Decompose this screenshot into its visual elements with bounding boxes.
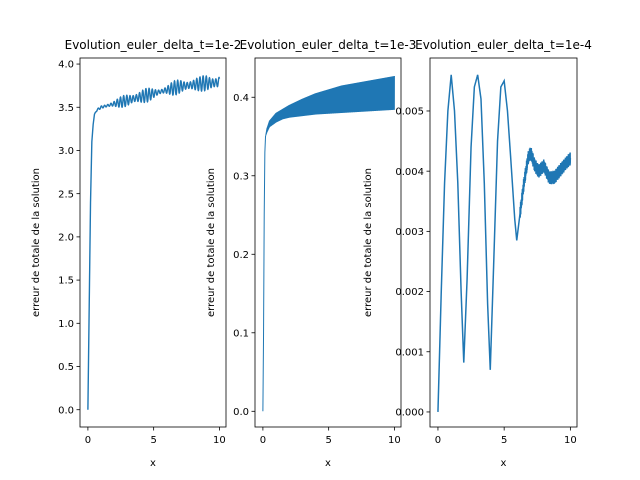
x-tick-label: 0	[260, 435, 266, 446]
y-axis-label: erreur de totale de la solution	[363, 168, 374, 317]
y-tick-label: 4.0	[58, 60, 74, 71]
y-tick-label: 0.4	[233, 93, 249, 104]
subplot-delta-t-1e-4: 0 5 10 0.000 0.001 0.002 0.003 0.004 0.005 x erreu…	[363, 38, 592, 469]
x-tick-label: 0	[85, 435, 91, 446]
y-tick-label: 0.004	[395, 167, 424, 178]
y-tick-label: 0.001	[395, 347, 424, 358]
x-tick-label: 0	[435, 435, 441, 446]
y-tick-label: 0.1	[233, 328, 249, 339]
y-axis-label: erreur de totale de la solution	[206, 168, 217, 317]
y-tick-label: 0.0	[58, 405, 74, 416]
axes-frame	[429, 57, 578, 428]
y-tick-label: 0.003	[395, 227, 424, 238]
y-tick-label: 2.0	[58, 232, 74, 243]
chart-title: Evolution_euler_delta_t=1e-4	[415, 38, 592, 52]
y-tick-label: 1.0	[58, 319, 74, 330]
y-tick-label: 0.005	[395, 107, 424, 118]
y-tick-label: 0.000	[395, 408, 424, 419]
axes-frame	[254, 57, 402, 428]
x-tick-label: 10	[388, 435, 401, 446]
x-axis-label: x	[325, 458, 331, 469]
subplot-delta-t-1e-3: 0 5 10 0.0 0.1 0.2 0.3 0.4 x erreur de totale de …	[206, 38, 416, 469]
chart-title: Evolution_euler_delta_t=1e-3	[240, 38, 417, 52]
subplot-delta-t-1e-2: 0 5 10 0.0 0.5 1.0 1.5 2.0 2.5 3.0 3.5 4.0 x erreur d…	[31, 38, 241, 469]
series-line	[87, 74, 221, 410]
y-tick-label: 0.002	[395, 287, 424, 298]
y-tick-label: 0.3	[233, 171, 249, 182]
y-tick-label: 2.5	[58, 189, 74, 200]
series-line	[262, 76, 395, 412]
chart-title: Evolution_euler_delta_t=1e-2	[65, 38, 242, 52]
y-tick-label: 0.2	[233, 250, 249, 261]
x-tick-label: 5	[501, 435, 507, 446]
x-tick-label: 5	[325, 435, 331, 446]
x-axis-label: x	[150, 458, 156, 469]
x-tick-label: 10	[213, 435, 226, 446]
y-axis-label: erreur de totale de la solution	[31, 168, 42, 317]
x-tick-label: 10	[564, 435, 577, 446]
y-tick-label: 0.0	[233, 407, 249, 418]
series-line	[437, 74, 572, 412]
y-tick-label: 0.5	[58, 362, 74, 373]
y-tick-label: 3.5	[58, 103, 74, 114]
y-tick-label: 3.0	[58, 146, 74, 157]
y-tick-label: 1.5	[58, 276, 74, 287]
axes-frame	[79, 57, 227, 428]
x-tick-label: 5	[150, 435, 156, 446]
x-axis-label: x	[501, 458, 507, 469]
